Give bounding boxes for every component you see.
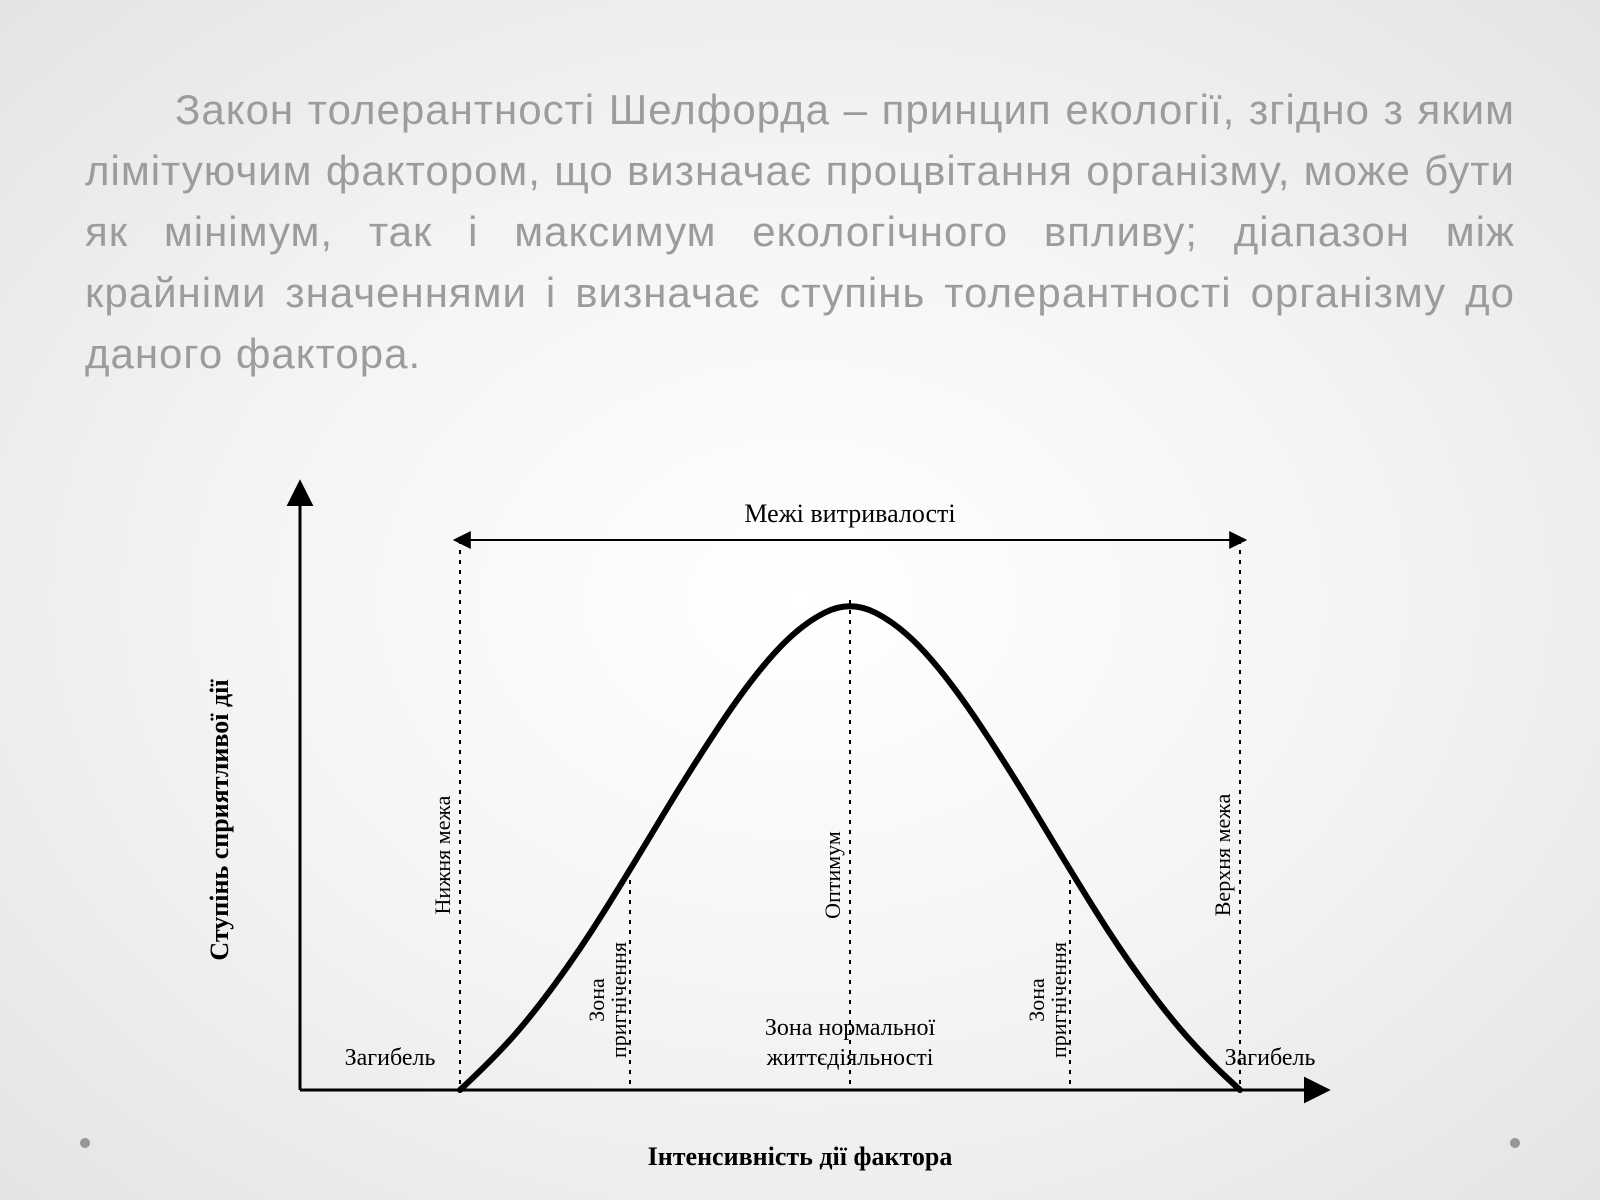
svg-text:пригнічення: пригнічення: [606, 942, 631, 1058]
svg-text:Загибель: Загибель: [345, 1045, 436, 1071]
y-axis-label: Ступінь сприятливої дії: [205, 679, 235, 960]
svg-text:Зона нормальної: Зона нормальної: [765, 1015, 936, 1041]
svg-text:життєдіяльності: життєдіяльності: [766, 1045, 934, 1071]
slide: Закон толерантності Шелфорда – принцип е…: [0, 0, 1600, 1200]
diagram-svg: Межі витривалості Нижня межа Верхня межа Оп…: [260, 470, 1340, 1170]
x-axis-label: Інтенсивність дії фактора: [648, 1142, 953, 1172]
svg-text:пригнічення: пригнічення: [1046, 942, 1071, 1058]
svg-text:Оптимум: Оптимум: [820, 831, 845, 919]
svg-text:Загибель: Загибель: [1225, 1045, 1316, 1071]
svg-text:Межі витривалості: Межі витривалості: [744, 499, 955, 528]
svg-text:Верхня межа: Верхня межа: [1210, 794, 1235, 917]
bullet-icon: [80, 1138, 90, 1148]
svg-text:Нижня межа: Нижня межа: [430, 795, 455, 914]
tolerance-diagram: Ступінь сприятливої дії Межі витривалост…: [260, 470, 1340, 1170]
bullet-icon: [1510, 1138, 1520, 1148]
body-paragraph: Закон толерантності Шелфорда – принцип е…: [85, 80, 1515, 384]
